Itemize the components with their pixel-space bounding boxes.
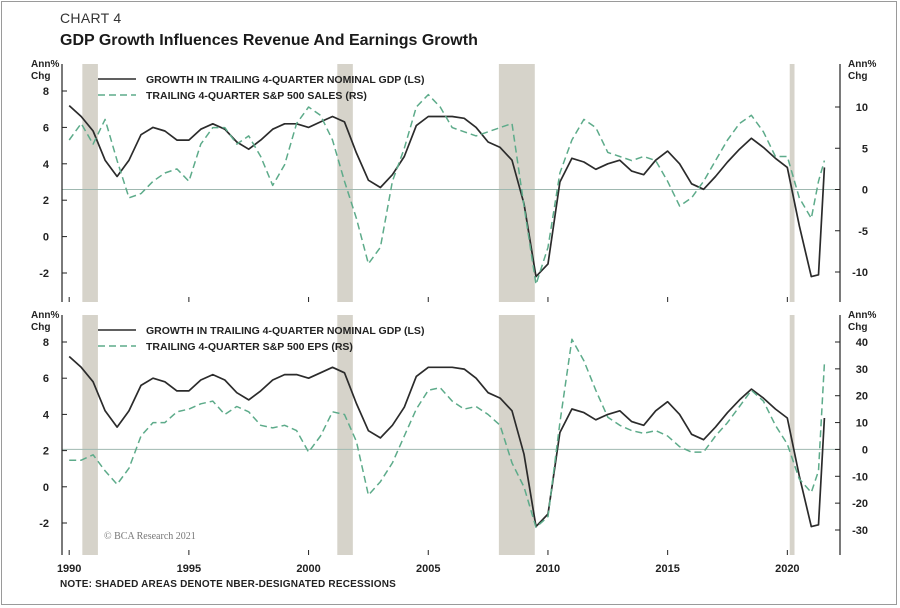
chart-number: CHART 4 <box>60 10 122 26</box>
x-tick-label: 2000 <box>296 563 320 575</box>
right-tick-label: 5 <box>862 143 868 155</box>
left-unit-label: Ann% <box>31 310 59 321</box>
right-tick-label: -10 <box>852 471 868 483</box>
recession-band <box>82 64 98 302</box>
series-line-dashed <box>69 338 826 529</box>
right-tick-label: -10 <box>852 267 868 279</box>
left-tick-label: 2 <box>43 446 49 458</box>
x-tick-label: 2015 <box>655 563 679 575</box>
x-tick-label: 1995 <box>177 563 201 575</box>
recession-band <box>789 315 795 555</box>
panel-bottom: -202468-30-20-10010203040Ann%ChgAnn%ChgG… <box>31 310 876 555</box>
right-tick-label: 10 <box>856 102 868 114</box>
left-tick-label: -2 <box>39 268 49 280</box>
series-line-solid <box>68 104 826 278</box>
left-unit-label: Chg <box>31 71 50 82</box>
recession-band <box>82 315 98 555</box>
right-tick-label: -5 <box>858 226 868 238</box>
recession-band <box>498 64 535 302</box>
right-tick-label: -30 <box>852 525 868 537</box>
left-tick-label: 0 <box>43 232 49 244</box>
x-tick-label: 2020 <box>775 563 799 575</box>
right-unit-label: Ann% <box>848 310 876 321</box>
legend-label: TRAILING 4-QUARTER S&P 500 SALES (RS) <box>146 90 367 102</box>
right-unit-label: Chg <box>848 71 867 82</box>
left-tick-label: 2 <box>43 195 49 207</box>
watermark: © BCA Research 2021 <box>104 531 196 542</box>
right-tick-label: 10 <box>856 418 868 430</box>
left-tick-label: 8 <box>43 337 49 349</box>
footnote: NOTE: SHADED AREAS DENOTE NBER-DESIGNATE… <box>60 579 396 590</box>
left-tick-label: 6 <box>43 122 49 134</box>
series-line-solid <box>68 355 826 528</box>
chart-title: GDP Growth Influences Revenue And Earnin… <box>60 32 478 49</box>
recession-band <box>337 315 353 555</box>
left-tick-label: -2 <box>39 518 49 530</box>
x-tick-label: 2010 <box>536 563 560 575</box>
right-tick-label: 0 <box>862 185 868 197</box>
left-unit-label: Chg <box>31 322 50 333</box>
recession-band <box>789 64 795 302</box>
recession-band <box>498 315 535 555</box>
left-tick-label: 0 <box>43 482 49 494</box>
x-tick-label: 2005 <box>416 563 440 575</box>
right-tick-label: 40 <box>856 337 868 349</box>
series-line-dashed <box>68 93 826 286</box>
left-unit-label: Ann% <box>31 59 59 70</box>
left-tick-label: 6 <box>43 373 49 385</box>
right-tick-label: 0 <box>862 444 868 456</box>
legend-label: TRAILING 4-QUARTER S&P 500 EPS (RS) <box>146 341 353 353</box>
legend-label: GROWTH IN TRAILING 4-QUARTER NOMINAL GDP… <box>146 325 424 337</box>
right-unit-label: Ann% <box>848 59 876 70</box>
left-tick-label: 4 <box>43 159 50 171</box>
right-unit-label: Chg <box>848 322 867 333</box>
x-tick-label: 1990 <box>57 563 81 575</box>
right-tick-label: 20 <box>856 391 868 403</box>
legend-label: GROWTH IN TRAILING 4-QUARTER NOMINAL GDP… <box>146 74 424 86</box>
right-tick-label: -20 <box>852 498 868 510</box>
right-tick-label: 30 <box>856 364 868 376</box>
left-tick-label: 8 <box>43 86 49 98</box>
left-tick-label: 4 <box>43 409 50 421</box>
